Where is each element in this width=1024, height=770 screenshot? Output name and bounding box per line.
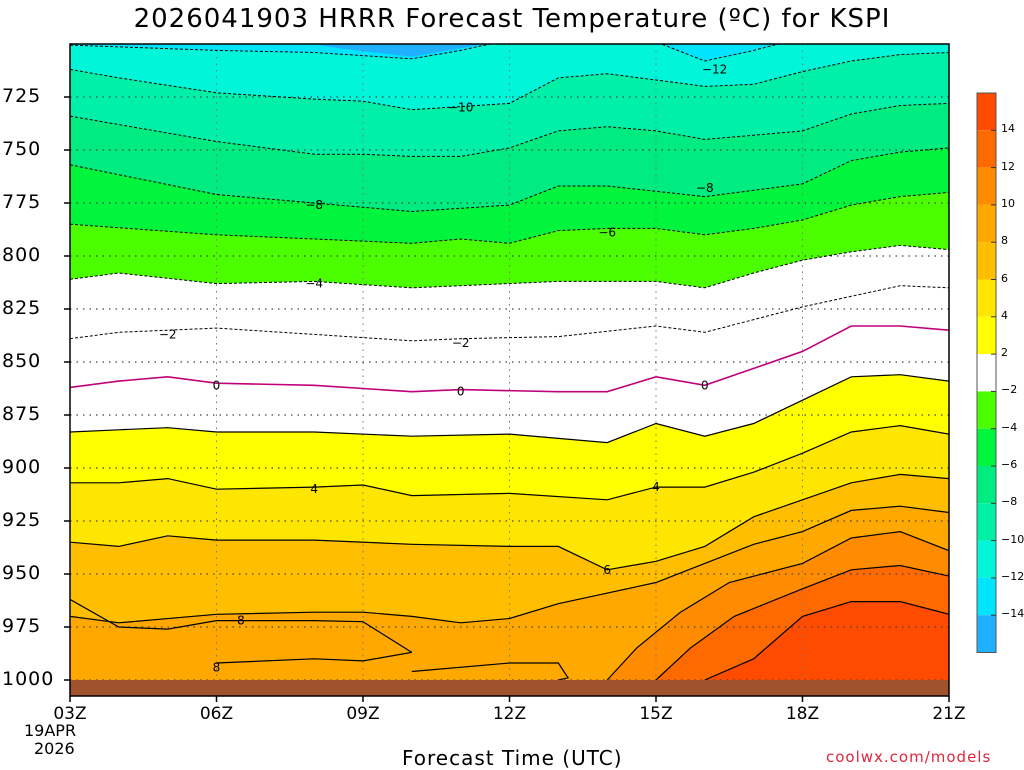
contour-label-3: −8 [696, 181, 714, 195]
contour-line-10-15 [606, 530, 949, 681]
chart-title: 2026041903 HRRR Forecast Temperature (ºC… [133, 4, 891, 34]
contour-label-13: 6 [603, 563, 611, 577]
contour-label-10: 0 [701, 378, 709, 392]
colorbar-label-7: −2 [1001, 383, 1018, 397]
contour-label-8: 0 [213, 378, 221, 392]
contour-label-4: −6 [598, 226, 616, 240]
contour-line--12-0 [70, 44, 781, 62]
colorbar-label-8: −4 [1001, 420, 1018, 434]
contour-label-0: −12 [702, 62, 727, 76]
xtick-label-09Z: 09Z [346, 704, 380, 724]
contour-line--6-3 [70, 147, 949, 213]
xtick-label-18Z: 18Z [785, 704, 820, 724]
colorbar-swatch-7 [977, 354, 996, 392]
colorbar-label-4: 6 [1001, 271, 1008, 285]
colorbar-label-1: 12 [1001, 159, 1015, 173]
date-label-day: 19APR [24, 721, 77, 740]
credit-link[interactable]: coolwx.com/models [826, 748, 992, 766]
xtick-label-12Z: 12Z [492, 704, 527, 724]
contour-label-15: 8 [237, 614, 245, 628]
ytick-label-925: 925 [2, 509, 42, 531]
contour-line-8-13 [216, 651, 412, 664]
colorbar-swatch-3 [977, 204, 996, 243]
colorbar-label-9: −6 [1001, 458, 1018, 471]
contour-line--10-1 [70, 52, 949, 111]
ytick-label-775: 775 [2, 191, 42, 213]
xtick-label-03Z: 03Z [53, 704, 87, 724]
contour-line-8-12 [70, 598, 413, 653]
contour-label-12: 4 [652, 480, 660, 494]
contour-label-14: 8 [213, 660, 221, 674]
colorbar-swatch-0 [977, 93, 996, 131]
colorbar-label-2: 10 [1001, 196, 1015, 210]
ytick-label-850: 850 [2, 350, 42, 372]
contour-label-5: −4 [305, 277, 323, 291]
date-label-year: 2026 [34, 739, 75, 758]
colorbar-swatch-6 [977, 316, 996, 355]
band-8-west [70, 506, 949, 680]
colorbar-label-10: −8 [1001, 495, 1018, 509]
ground-strip [70, 680, 949, 696]
ytick-label-900: 900 [2, 456, 42, 478]
colorbar-swatch-12 [977, 540, 996, 578]
colorbar-swatch-4 [977, 242, 996, 280]
colorbar-frame [976, 92, 997, 653]
colorbar-swatch-11 [977, 503, 996, 541]
contour-line-8-11 [70, 505, 949, 624]
colorbar-swatch-8 [977, 391, 996, 429]
band-14 [704, 601, 949, 680]
colorbar-swatch-2 [977, 167, 996, 205]
colorbar-label-5: 4 [1001, 308, 1008, 322]
ytick-label-950: 950 [2, 562, 42, 584]
contour-label-7: −2 [452, 336, 470, 350]
xtick-label-21Z: 21Z [932, 704, 966, 724]
colorbar-label-12: −12 [1001, 569, 1024, 583]
colorbar-swatch-1 [977, 130, 996, 168]
contour-line--4-4 [70, 191, 949, 244]
ytick-label-750: 750 [2, 138, 42, 160]
contour-line-2-8 [70, 374, 949, 444]
band-below-minus-14 [314, 44, 486, 57]
contour-label-11: 4 [310, 482, 318, 496]
xtick-label-06Z: 06Z [199, 704, 234, 724]
xtick-label-15Z: 15Z [639, 704, 673, 724]
colorbar-swatch-13 [977, 577, 996, 616]
ytick-label-975: 975 [2, 615, 42, 637]
colorbar-label-3: 8 [1001, 234, 1008, 248]
colorbar-label-13: −14 [1001, 607, 1024, 621]
contour-line-6-10 [70, 473, 949, 571]
contour-label-1: −10 [448, 101, 473, 115]
contour-line-8-14 [411, 662, 570, 681]
colorbar-swatch-14 [977, 615, 996, 653]
contour-line--8-2 [70, 102, 949, 157]
contour-label-9: 0 [457, 385, 465, 399]
colorbar-label-6: 2 [1001, 346, 1008, 360]
contour-line-0-7 [70, 325, 949, 393]
contour-label-6: −2 [159, 327, 177, 341]
colorbar-swatch-9 [977, 428, 996, 466]
band-4 [70, 54, 949, 681]
ytick-label-875: 875 [2, 403, 42, 425]
colorbar-swatch-5 [977, 279, 996, 317]
ytick-label-725: 725 [2, 85, 42, 107]
ytick-label-1000: 1000 [2, 668, 55, 690]
contour-label-2: −8 [305, 198, 323, 212]
ytick-label-800: 800 [2, 244, 42, 266]
colorbar-swatch-10 [977, 466, 996, 504]
x-axis-title: Forecast Time (UTC) [402, 746, 623, 770]
contour-line-4-9 [70, 424, 949, 501]
contour-line-14-17 [704, 600, 949, 681]
contour-line-12-16 [655, 564, 949, 681]
ytick-label-825: 825 [2, 297, 42, 319]
colorbar-label-11: −10 [1001, 532, 1024, 546]
colorbar-label-0: 14 [1001, 122, 1015, 136]
